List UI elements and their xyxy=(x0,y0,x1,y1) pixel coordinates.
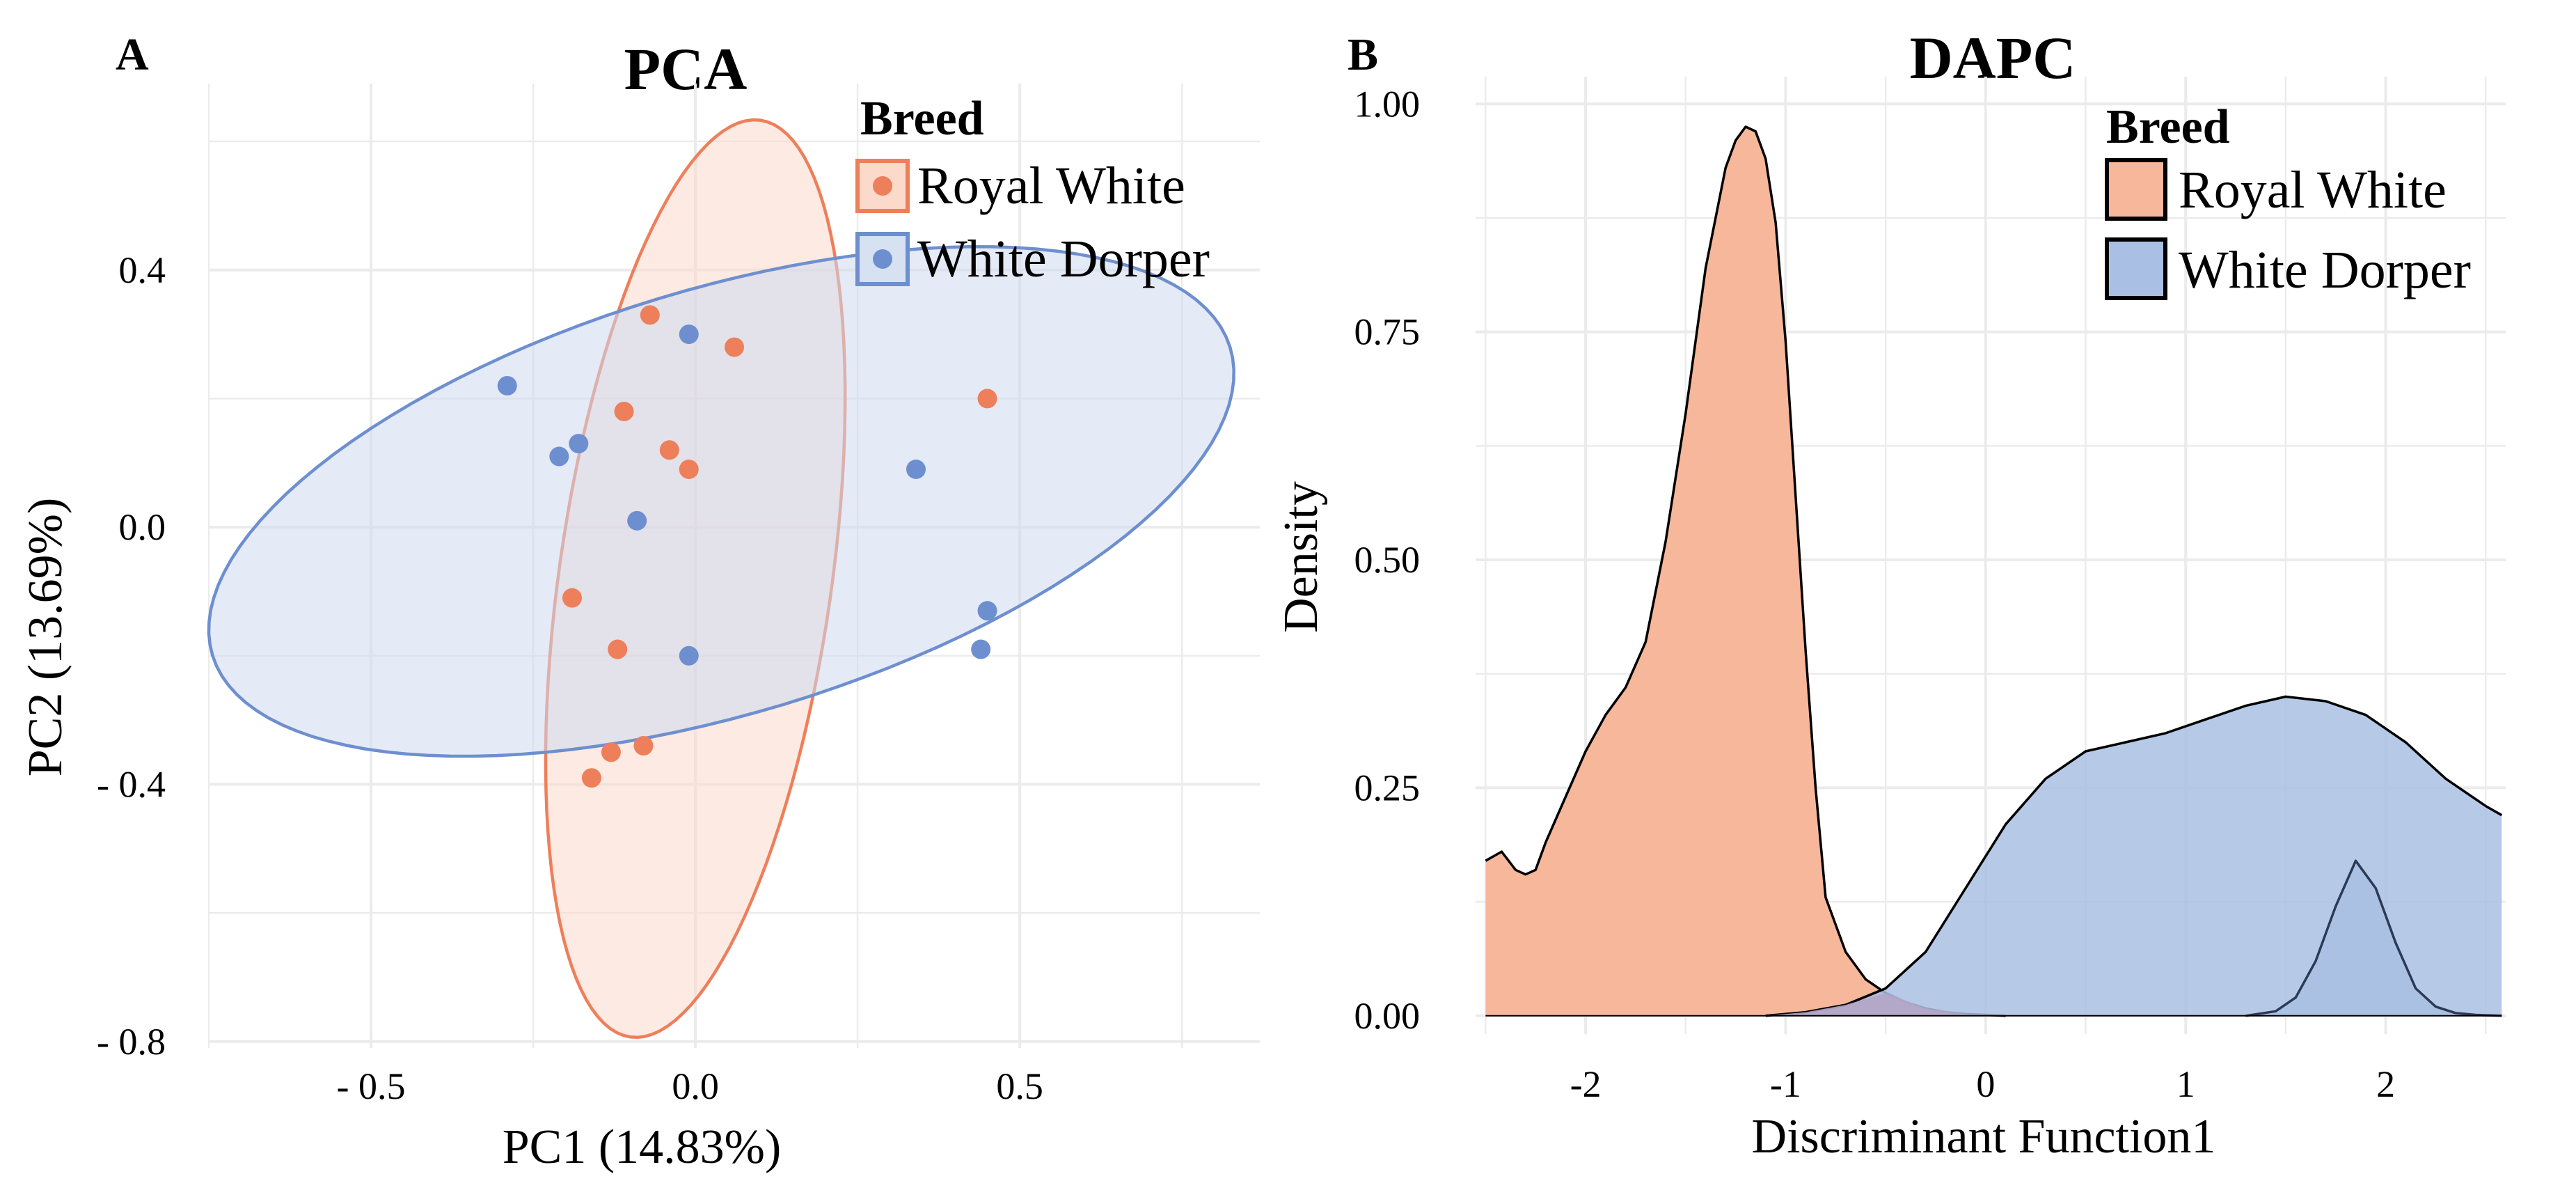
pca-points xyxy=(497,305,997,788)
pca-ellipse-white-dorper xyxy=(207,245,1235,758)
pca-point-white-dorper-2 xyxy=(569,434,589,454)
pca-x-tick-label: - 0.5 xyxy=(337,1065,406,1107)
dapc-legend-label-royal-white: Royal White xyxy=(2179,161,2447,219)
pca-y-ticks: 0.4 0.0 - 0.4 - 0.8 xyxy=(97,249,166,1063)
dapc-curve-white-dorper-3 xyxy=(2245,859,2502,1017)
panel-a-letter: A xyxy=(116,29,149,80)
pca-legend-label-white-dorper: White Dorper xyxy=(917,230,1210,288)
pca-point-white-dorper-1 xyxy=(497,375,517,396)
pca-point-royal-white-4 xyxy=(659,440,679,460)
dapc-x-tick-label: 1 xyxy=(2176,1063,2195,1105)
pca-point-royal-white-9 xyxy=(633,736,654,756)
pca-point-white-dorper-8 xyxy=(971,639,991,659)
dapc-y-tick-label: 0.00 xyxy=(1354,995,1421,1037)
pca-title: PCA xyxy=(624,36,748,102)
panel-b-letter: B xyxy=(1348,29,1378,80)
dapc-y-tick-label: 1.00 xyxy=(1354,83,1421,125)
pca-y-tick-label: 0.0 xyxy=(119,506,166,548)
dapc-area-white-dorper-2 xyxy=(1765,696,2502,1016)
dapc-x-ticks: -2 -1 0 1 2 xyxy=(1570,1063,2396,1105)
pca-point-royal-white-11 xyxy=(581,768,601,788)
dapc-legend-key-white-dorper xyxy=(2105,237,2167,300)
pca-point-white-dorper-9 xyxy=(679,645,699,666)
dapc-legend-title: Breed xyxy=(2106,100,2230,154)
dapc-y-tick-label: 0.25 xyxy=(1354,767,1421,808)
pca-y-tick-label: - 0.4 xyxy=(97,763,166,805)
dapc-overlap-region xyxy=(1765,993,2006,1016)
dapc-x-axis-title: Discriminant Function1 xyxy=(1752,1110,2216,1164)
pca-point-white-dorper-3 xyxy=(549,446,569,467)
pca-legend-label-royal-white: Royal White xyxy=(917,157,1185,215)
pca-point-royal-white-1 xyxy=(640,305,660,325)
pca-point-royal-white-10 xyxy=(601,742,621,762)
dapc-legend-key-royal-white xyxy=(2105,158,2167,221)
dapc-area-white-dorper-3 xyxy=(2245,861,2502,1016)
pca-y-axis-title: PC2 (13.69%) xyxy=(19,498,72,777)
dapc-density-areas xyxy=(1485,125,2503,1017)
dapc-y-tick-label: 0.75 xyxy=(1354,311,1421,353)
pca-panel: A PCA - 0.5 0.0 0.5 0.4 0.0 - 0.4 - 0.8 PC1 (… xyxy=(19,29,1260,1174)
pca-legend-dot-white-dorper xyxy=(873,249,892,269)
pca-point-white-dorper-6 xyxy=(906,460,926,479)
dapc-panel: B DAPC -2 -1 0 1 2 0.00 0.25 0.50 0.75 1.00 Disc… xyxy=(1274,24,2506,1164)
dapc-curve-white-dorper-2 xyxy=(1765,695,2503,1017)
dapc-y-ticks: 0.00 0.25 0.50 0.75 1.00 xyxy=(1354,83,1421,1037)
pca-point-white-dorper-4 xyxy=(627,510,647,531)
pca-y-tick-label: - 0.8 xyxy=(97,1021,166,1063)
pca-point-royal-white-6 xyxy=(977,389,997,409)
pca-x-axis-title: PC1 (14.83%) xyxy=(503,1120,782,1174)
dapc-area-royal-white-1 xyxy=(1485,127,2006,1016)
dapc-title: DAPC xyxy=(1910,24,2076,91)
dapc-x-tick-label: -2 xyxy=(1570,1063,1602,1105)
dapc-legend: Breed Royal White White Dorper xyxy=(2105,100,2471,300)
dapc-legend-label-white-dorper: White Dorper xyxy=(2179,241,2471,299)
pca-point-white-dorper-5 xyxy=(679,324,699,345)
pca-legend-title: Breed xyxy=(860,92,984,146)
pca-point-royal-white-8 xyxy=(608,639,628,659)
pca-x-tick-label: 0.5 xyxy=(996,1065,1043,1107)
pca-legend-dot-royal-white xyxy=(873,176,892,196)
dapc-y-axis-title: Density xyxy=(1274,481,1328,633)
pca-ellipses xyxy=(207,118,1235,1040)
pca-legend: Breed Royal White White Dorper xyxy=(855,92,1210,288)
pca-y-tick-label: 0.4 xyxy=(119,249,166,291)
pca-point-royal-white-2 xyxy=(725,337,744,357)
pca-x-ticks: - 0.5 0.0 0.5 xyxy=(337,1065,1043,1107)
pca-point-white-dorper-7 xyxy=(977,601,997,621)
pca-point-royal-white-3 xyxy=(614,401,634,421)
dapc-x-tick-label: 0 xyxy=(1976,1063,1995,1105)
pca-x-tick-label: 0.0 xyxy=(672,1065,719,1107)
dapc-x-tick-label: -1 xyxy=(1770,1063,1801,1105)
pca-point-royal-white-7 xyxy=(562,588,582,608)
pca-point-royal-white-5 xyxy=(679,460,699,479)
dapc-y-tick-label: 0.50 xyxy=(1354,539,1421,581)
dapc-x-tick-label: 2 xyxy=(2376,1063,2395,1105)
